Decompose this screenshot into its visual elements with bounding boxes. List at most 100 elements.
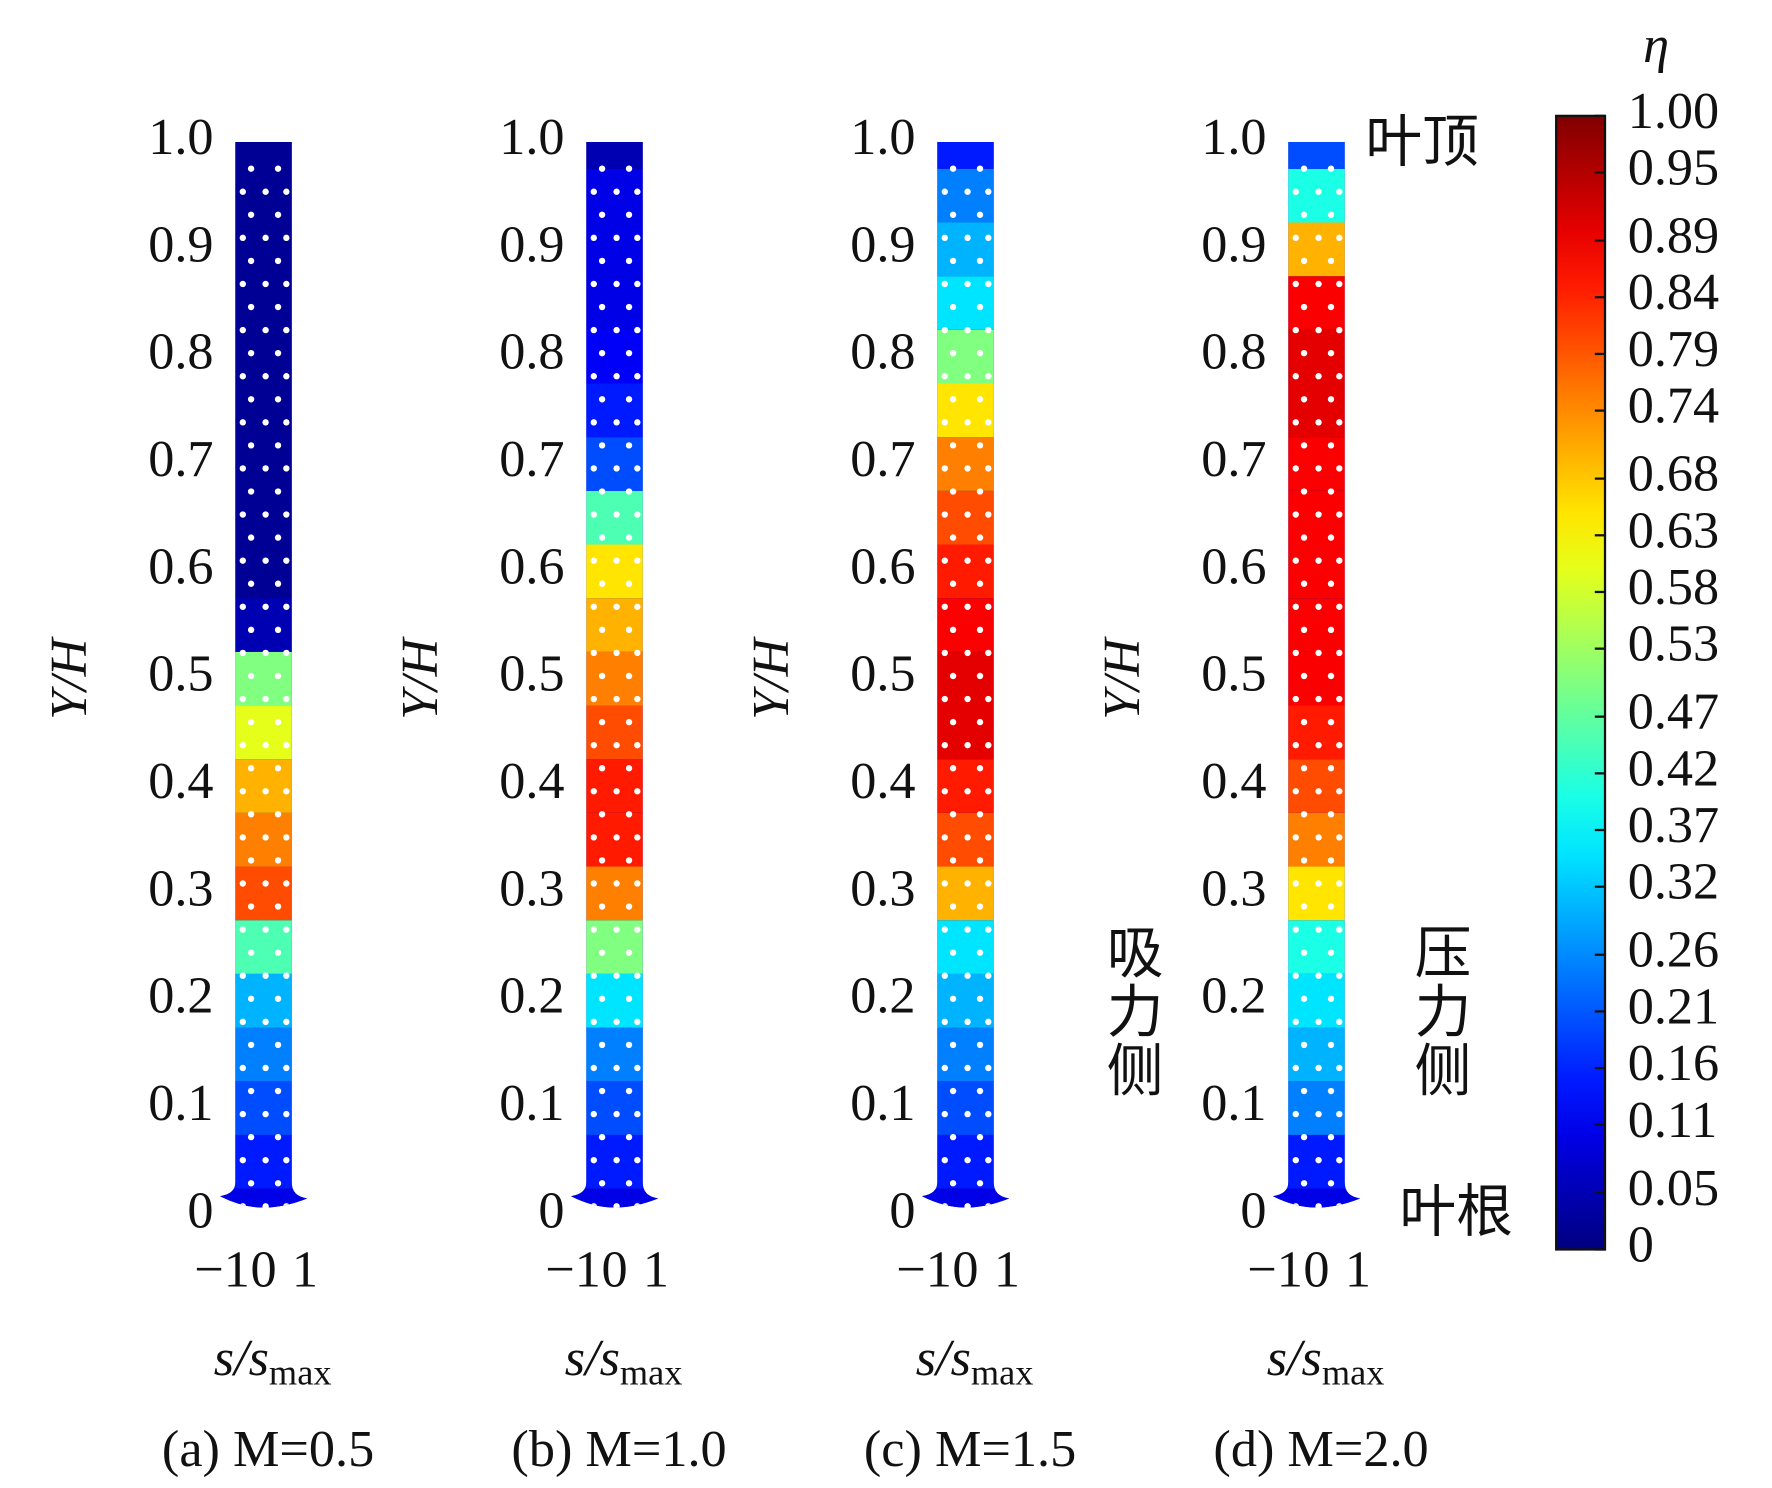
cooling-hole xyxy=(1327,1180,1335,1187)
cooling-hole xyxy=(613,834,620,841)
cooling-hole xyxy=(274,903,282,910)
cooling-hole xyxy=(1327,903,1335,910)
cooling-hole xyxy=(1315,603,1322,610)
cooling-hole xyxy=(274,534,282,541)
field-cell xyxy=(570,383,659,438)
cooling-hole xyxy=(964,1203,971,1208)
colorbar-tick-label: 0 xyxy=(1628,1215,1654,1273)
field-cell xyxy=(1272,1188,1361,1208)
cooling-hole xyxy=(1300,580,1308,587)
x-axis-label-main: s/s xyxy=(1267,1329,1322,1387)
cooling-hole xyxy=(283,603,290,610)
cooling-hole xyxy=(598,303,606,311)
cooling-hole xyxy=(274,672,282,680)
cooling-hole xyxy=(964,834,971,841)
cooling-hole xyxy=(964,280,971,288)
cooling-hole xyxy=(976,995,984,1002)
cooling-hole xyxy=(1292,834,1299,841)
cooling-hole xyxy=(634,465,641,472)
cooling-hole xyxy=(976,718,984,726)
cooling-hole xyxy=(949,1041,957,1049)
cooling-hole xyxy=(262,1203,269,1208)
cooling-hole xyxy=(283,972,290,979)
cooling-hole xyxy=(949,718,957,726)
cooling-hole xyxy=(247,396,255,403)
cooling-hole xyxy=(1327,257,1335,265)
cooling-hole xyxy=(634,649,641,657)
cooling-hole xyxy=(964,880,971,887)
cooling-hole xyxy=(1292,280,1299,288)
cooling-hole xyxy=(1300,303,1308,311)
cooling-hole xyxy=(941,1203,948,1208)
cooling-hole xyxy=(247,257,255,265)
cooling-hole xyxy=(239,1157,246,1164)
cooling-hole xyxy=(1315,419,1322,426)
cooling-hole xyxy=(1336,788,1343,795)
cooling-hole xyxy=(590,188,597,195)
field-cell xyxy=(1272,222,1361,277)
cooling-hole xyxy=(283,280,290,288)
cooling-hole xyxy=(625,811,633,818)
cooling-hole xyxy=(1327,949,1335,956)
cooling-hole xyxy=(1315,1064,1322,1072)
cooling-hole xyxy=(1315,280,1322,288)
cooling-hole xyxy=(283,1110,290,1118)
field-cell xyxy=(220,705,308,760)
cooling-hole xyxy=(274,1180,282,1187)
y-tick-label: 0.6 xyxy=(850,537,915,595)
cooling-hole xyxy=(976,765,984,772)
cooling-hole xyxy=(613,695,620,703)
cooling-hole xyxy=(1300,949,1308,956)
annotation: 吸力侧 xyxy=(1097,922,1163,1099)
cooling-hole xyxy=(625,257,633,265)
cooling-hole xyxy=(985,188,992,195)
cooling-hole xyxy=(634,326,641,334)
cooling-hole xyxy=(598,165,606,172)
cooling-hole xyxy=(976,1133,984,1141)
cooling-hole xyxy=(985,603,992,610)
cooling-hole xyxy=(949,1087,957,1095)
cooling-hole xyxy=(590,419,597,426)
cooling-hole xyxy=(985,1064,992,1072)
cooling-hole xyxy=(976,811,984,818)
cooling-hole xyxy=(634,695,641,703)
panel: 00.10.20.30.40.50.60.70.80.91.0−1 0 1Y/Hs/… xyxy=(1093,108,1429,1478)
x-tick-label: −1 xyxy=(194,1240,250,1298)
x-tick-label: 0 xyxy=(250,1240,276,1298)
cooling-hole xyxy=(949,165,957,172)
y-tick-label: 0.9 xyxy=(499,215,564,273)
cooling-hole xyxy=(239,419,246,426)
cooling-hole xyxy=(625,765,633,772)
cooling-hole xyxy=(985,880,992,887)
field-cell xyxy=(921,222,1010,277)
cooling-hole xyxy=(239,188,246,195)
cooling-hole xyxy=(274,442,282,449)
cooling-hole xyxy=(1292,234,1299,242)
cooling-hole xyxy=(1292,1064,1299,1072)
cooling-hole xyxy=(262,188,269,195)
field-cell xyxy=(220,1027,308,1082)
field-cell xyxy=(921,1027,1010,1082)
cooling-hole xyxy=(941,741,948,749)
cooling-hole xyxy=(274,396,282,403)
cooling-hole xyxy=(941,234,948,242)
y-tick-label: 0.1 xyxy=(1201,1074,1266,1132)
cooling-hole xyxy=(262,511,269,518)
cooling-hole xyxy=(985,695,992,703)
panel: 00.10.20.30.40.50.60.70.80.91.0−1 0 1Y/Hs/… xyxy=(391,108,727,1478)
cooling-hole xyxy=(239,695,246,703)
cooling-hole xyxy=(1336,188,1343,195)
cooling-hole xyxy=(1292,373,1299,380)
cooling-hole xyxy=(247,995,255,1002)
cooling-hole xyxy=(634,1110,641,1118)
y-tick-label: 0.6 xyxy=(499,537,564,595)
field-cell xyxy=(570,1188,659,1208)
colorbar-tick-label: 0.37 xyxy=(1628,796,1719,854)
cooling-hole xyxy=(949,765,957,772)
field-cell xyxy=(220,544,308,599)
cooling-hole xyxy=(590,880,597,887)
cooling-hole xyxy=(625,949,633,956)
cooling-hole xyxy=(964,557,971,564)
cooling-hole xyxy=(1292,1018,1299,1026)
cooling-hole xyxy=(262,1064,269,1072)
